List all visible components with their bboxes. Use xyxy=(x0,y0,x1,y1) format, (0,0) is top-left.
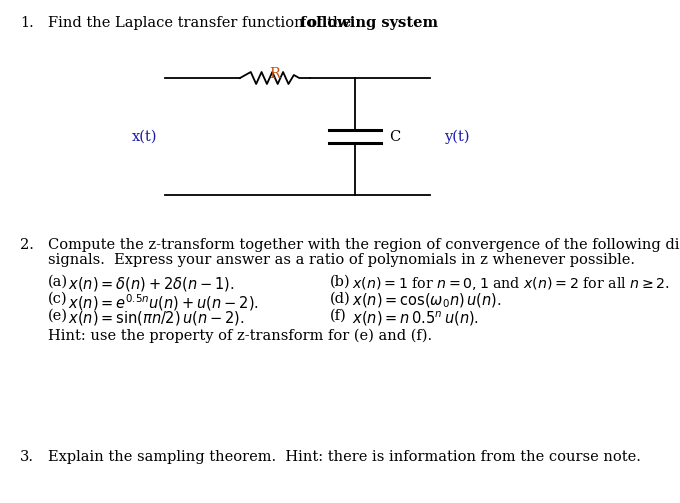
Text: Hint: use the property of z-transform for (e) and (f).: Hint: use the property of z-transform fo… xyxy=(48,329,432,344)
Text: 1.: 1. xyxy=(20,16,34,30)
Text: 2.: 2. xyxy=(20,238,34,252)
Text: x(t): x(t) xyxy=(131,129,157,143)
Text: following system: following system xyxy=(300,16,438,30)
Text: $x(n)=\delta(n)+2\delta(n-1)$.: $x(n)=\delta(n)+2\delta(n-1)$. xyxy=(68,275,235,293)
Text: 3.: 3. xyxy=(20,450,34,464)
Text: $x(n)=\cos(\omega_0 n)\,u(n)$.: $x(n)=\cos(\omega_0 n)\,u(n)$. xyxy=(352,292,502,310)
Text: :: : xyxy=(397,16,402,30)
Text: signals.  Express your answer as a ratio of polynomials in z whenever possible.: signals. Express your answer as a ratio … xyxy=(48,253,635,267)
Text: (c): (c) xyxy=(48,292,67,306)
Text: C: C xyxy=(389,129,401,143)
Text: (e): (e) xyxy=(48,309,68,323)
Text: (b): (b) xyxy=(330,275,351,289)
Text: $x(n)=e^{0.5n}u(n)+u(n-2)$.: $x(n)=e^{0.5n}u(n)+u(n-2)$. xyxy=(68,292,259,313)
Text: Explain the sampling theorem.  Hint: there is information from the course note.: Explain the sampling theorem. Hint: ther… xyxy=(48,450,641,464)
Text: Find the Laplace transfer function of the: Find the Laplace transfer function of th… xyxy=(48,16,356,30)
Text: y(t): y(t) xyxy=(444,129,469,144)
Text: (f): (f) xyxy=(330,309,347,323)
Text: $x(n)=\sin(\pi n/2)\,u(n-2)$.: $x(n)=\sin(\pi n/2)\,u(n-2)$. xyxy=(68,309,245,327)
Text: (d): (d) xyxy=(330,292,351,306)
Text: $x(n)=1$ for $n=0,1$ and $x(n)=2$ for all $n\geq 2$.: $x(n)=1$ for $n=0,1$ and $x(n)=2$ for al… xyxy=(352,275,670,292)
Text: Compute the z-transform together with the region of convergence of the following: Compute the z-transform together with th… xyxy=(48,238,680,252)
Text: R: R xyxy=(269,67,280,81)
Text: $x(n)=n\,0.5^n\,u(n)$.: $x(n)=n\,0.5^n\,u(n)$. xyxy=(352,309,479,327)
Text: (a): (a) xyxy=(48,275,68,289)
